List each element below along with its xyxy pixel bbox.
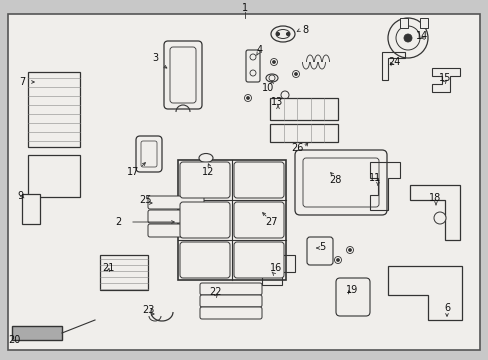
Text: 8: 8 [301, 25, 307, 35]
Bar [178, 160, 285, 280]
Ellipse shape [270, 26, 294, 42]
Text: 2: 2 [115, 217, 121, 227]
Text: 24: 24 [387, 57, 399, 67]
FancyBboxPatch shape [148, 196, 203, 209]
Circle shape [348, 248, 351, 252]
Circle shape [294, 72, 297, 76]
Text: 27: 27 [265, 217, 278, 227]
FancyBboxPatch shape [180, 202, 229, 238]
Circle shape [272, 60, 275, 63]
Bar [269, 124, 337, 142]
Ellipse shape [265, 74, 278, 82]
Bar [100, 255, 148, 290]
FancyBboxPatch shape [303, 158, 378, 207]
Circle shape [387, 18, 427, 58]
Circle shape [403, 34, 411, 42]
Text: 25: 25 [140, 195, 152, 205]
Circle shape [246, 96, 249, 99]
FancyBboxPatch shape [148, 224, 203, 237]
Text: 16: 16 [269, 263, 282, 273]
Circle shape [433, 212, 445, 224]
Text: 17: 17 [126, 167, 139, 177]
Text: 22: 22 [208, 287, 221, 297]
FancyBboxPatch shape [245, 50, 260, 82]
Bar [22, 194, 40, 224]
Bar [269, 98, 337, 120]
Circle shape [292, 71, 299, 77]
FancyBboxPatch shape [170, 47, 196, 103]
Text: 19: 19 [345, 285, 357, 295]
Circle shape [276, 32, 279, 36]
Bar [419, 18, 427, 28]
FancyBboxPatch shape [200, 307, 262, 319]
Circle shape [286, 32, 289, 36]
Text: 18: 18 [428, 193, 440, 203]
Circle shape [244, 94, 251, 102]
FancyBboxPatch shape [163, 41, 202, 109]
Ellipse shape [275, 30, 289, 39]
FancyBboxPatch shape [306, 237, 332, 265]
Text: 20: 20 [8, 335, 20, 345]
Text: 6: 6 [443, 303, 449, 313]
Ellipse shape [199, 153, 213, 162]
Circle shape [268, 75, 274, 81]
Bar [399, 18, 407, 28]
Circle shape [249, 70, 256, 76]
Text: 10: 10 [262, 83, 274, 93]
Circle shape [281, 91, 288, 99]
Circle shape [336, 258, 339, 261]
Circle shape [249, 54, 256, 60]
FancyBboxPatch shape [234, 242, 284, 278]
Circle shape [346, 247, 353, 253]
Text: 21: 21 [102, 263, 114, 273]
Bar [28, 155, 80, 197]
Circle shape [395, 26, 419, 50]
Text: 7: 7 [19, 77, 25, 87]
FancyBboxPatch shape [335, 278, 369, 316]
FancyBboxPatch shape [148, 210, 203, 223]
Text: 15: 15 [438, 73, 450, 83]
Bar [12, 326, 62, 340]
Bar [28, 72, 80, 147]
Text: 5: 5 [318, 242, 325, 252]
Text: 28: 28 [328, 175, 341, 185]
Text: 3: 3 [152, 53, 158, 63]
Text: 4: 4 [256, 45, 263, 55]
Text: 14: 14 [415, 31, 427, 41]
FancyBboxPatch shape [180, 242, 229, 278]
FancyBboxPatch shape [234, 202, 284, 238]
Text: 11: 11 [368, 173, 380, 183]
Text: 23: 23 [142, 305, 154, 315]
FancyBboxPatch shape [234, 162, 284, 198]
Text: 9: 9 [17, 191, 23, 201]
FancyBboxPatch shape [294, 150, 386, 215]
FancyBboxPatch shape [141, 141, 157, 167]
FancyBboxPatch shape [200, 283, 262, 295]
FancyBboxPatch shape [136, 136, 162, 172]
Text: 12: 12 [202, 167, 214, 177]
Circle shape [334, 256, 341, 264]
FancyBboxPatch shape [200, 295, 262, 307]
Circle shape [270, 58, 277, 66]
Text: 1: 1 [242, 3, 247, 13]
FancyBboxPatch shape [180, 162, 229, 198]
Text: 13: 13 [270, 97, 283, 107]
Text: 26: 26 [290, 143, 303, 153]
